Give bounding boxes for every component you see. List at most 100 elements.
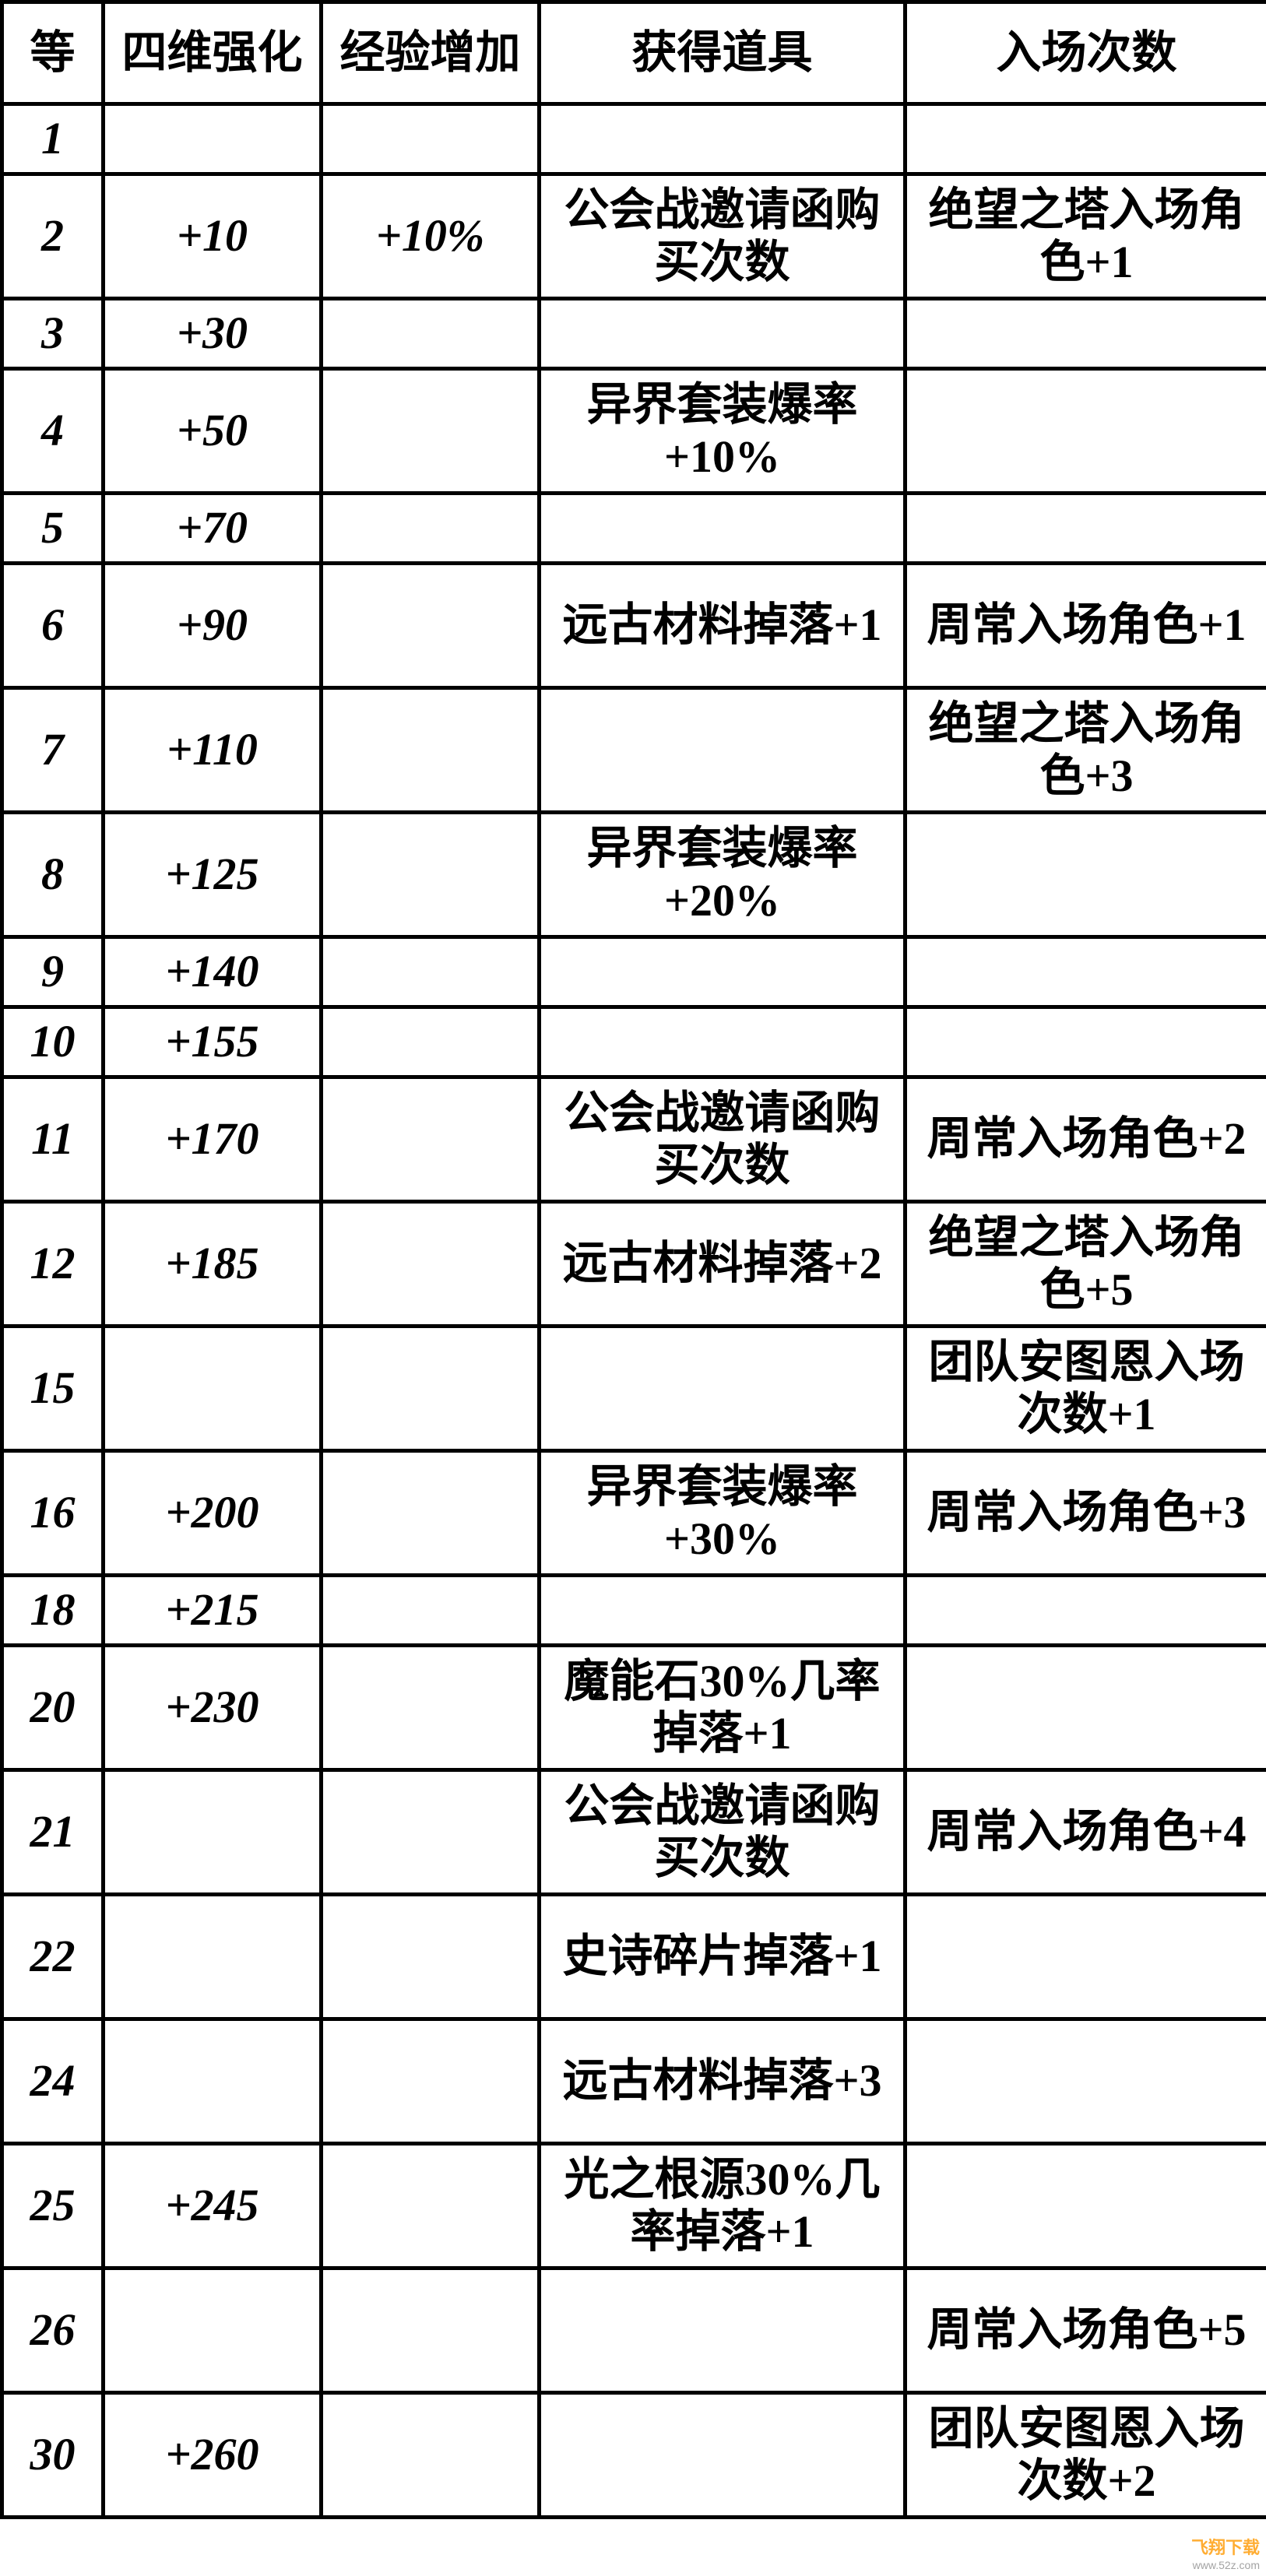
table-row: 22史诗碎片掉落+1 bbox=[2, 1895, 1266, 2019]
cell-exp bbox=[322, 564, 540, 688]
cell-level: 4 bbox=[2, 369, 104, 494]
cell-entry: 周常入场角色+2 bbox=[906, 1077, 1266, 1202]
cell-item bbox=[540, 1007, 906, 1077]
cell-level: 11 bbox=[2, 1077, 104, 1202]
cell-entry: 周常入场角色+1 bbox=[906, 564, 1266, 688]
cell-item: 公会战邀请函购买次数 bbox=[540, 174, 906, 299]
cell-item: 光之根源30%几率掉落+1 bbox=[540, 2144, 906, 2268]
table-body: 12+10+10%公会战邀请函购买次数绝望之塔入场角色+13+304+50异界套… bbox=[2, 104, 1266, 2518]
cell-level: 7 bbox=[2, 688, 104, 813]
cell-item: 异界套装爆率+10% bbox=[540, 369, 906, 494]
cell-item bbox=[540, 2268, 906, 2393]
cell-level: 8 bbox=[2, 813, 104, 937]
cell-item: 异界套装爆率+20% bbox=[540, 813, 906, 937]
cell-exp bbox=[322, 494, 540, 564]
table-row: 26 周常入场角色+5 bbox=[2, 2268, 1266, 2393]
col-header-stat: 四维强化 bbox=[104, 2, 322, 104]
table-row: 24 远古材料掉落+3 bbox=[2, 2019, 1266, 2144]
cell-entry: 周常入场角色+4 bbox=[906, 1770, 1266, 1895]
cell-stat: +215 bbox=[104, 1576, 322, 1646]
cell-level: 30 bbox=[2, 2393, 104, 2518]
table-row: 15团队安图恩入场次数+1 bbox=[2, 1327, 1266, 1451]
cell-item bbox=[540, 104, 906, 174]
cell-exp bbox=[322, 2019, 540, 2144]
cell-level: 10 bbox=[2, 1007, 104, 1077]
cell-stat bbox=[104, 1327, 322, 1451]
cell-exp bbox=[322, 369, 540, 494]
col-header-item: 获得道具 bbox=[540, 2, 906, 104]
cell-item bbox=[540, 1327, 906, 1451]
table-row: 25+245光之根源30%几率掉落+1 bbox=[2, 2144, 1266, 2268]
cell-stat bbox=[104, 2268, 322, 2393]
cell-level: 16 bbox=[2, 1451, 104, 1576]
level-buff-table: 等 四维强化 经验增加 获得道具 入场次数 12+10+10%公会战邀请函购买次… bbox=[0, 0, 1266, 2519]
cell-item: 远古材料掉落+1 bbox=[540, 564, 906, 688]
cell-stat bbox=[104, 1770, 322, 1895]
cell-stat: +245 bbox=[104, 2144, 322, 2268]
cell-entry bbox=[906, 1007, 1266, 1077]
cell-stat: +185 bbox=[104, 1202, 322, 1327]
cell-exp bbox=[322, 1077, 540, 1202]
cell-level: 3 bbox=[2, 299, 104, 369]
table-row: 8+125 异界套装爆率+20% bbox=[2, 813, 1266, 937]
table-row: 18+215 bbox=[2, 1576, 1266, 1646]
cell-entry: 绝望之塔入场角色+3 bbox=[906, 688, 1266, 813]
cell-stat: +50 bbox=[104, 369, 322, 494]
cell-item bbox=[540, 937, 906, 1007]
cell-stat: +260 bbox=[104, 2393, 322, 2518]
cell-entry bbox=[906, 1646, 1266, 1770]
cell-item: 公会战邀请函购买次数 bbox=[540, 1077, 906, 1202]
table-row: 9+140 bbox=[2, 937, 1266, 1007]
table-row: 3+30 bbox=[2, 299, 1266, 369]
page: 等 四维强化 经验增加 获得道具 入场次数 12+10+10%公会战邀请函购买次… bbox=[0, 0, 1266, 2519]
cell-exp bbox=[322, 1202, 540, 1327]
cell-item bbox=[540, 1576, 906, 1646]
cell-exp bbox=[322, 299, 540, 369]
cell-entry bbox=[906, 494, 1266, 564]
cell-level: 5 bbox=[2, 494, 104, 564]
table-row: 11+170公会战邀请函购买次数周常入场角色+2 bbox=[2, 1077, 1266, 1202]
cell-stat: +30 bbox=[104, 299, 322, 369]
cell-exp bbox=[322, 1007, 540, 1077]
cell-item bbox=[540, 299, 906, 369]
table-row: 4+50 异界套装爆率+10% bbox=[2, 369, 1266, 494]
cell-exp bbox=[322, 937, 540, 1007]
cell-level: 26 bbox=[2, 2268, 104, 2393]
cell-item: 公会战邀请函购买次数 bbox=[540, 1770, 906, 1895]
cell-item: 远古材料掉落+3 bbox=[540, 2019, 906, 2144]
cell-level: 21 bbox=[2, 1770, 104, 1895]
cell-stat: +70 bbox=[104, 494, 322, 564]
cell-level: 6 bbox=[2, 564, 104, 688]
cell-entry bbox=[906, 2019, 1266, 2144]
cell-entry: 周常入场角色+5 bbox=[906, 2268, 1266, 2393]
cell-item: 异界套装爆率+30% bbox=[540, 1451, 906, 1576]
cell-entry bbox=[906, 1895, 1266, 2019]
watermark-brand: 飞翔下载 bbox=[1191, 2538, 1260, 2557]
cell-entry bbox=[906, 369, 1266, 494]
table-header-row: 等 四维强化 经验增加 获得道具 入场次数 bbox=[2, 2, 1266, 104]
cell-exp bbox=[322, 1895, 540, 2019]
cell-exp bbox=[322, 1646, 540, 1770]
col-header-exp: 经验增加 bbox=[322, 2, 540, 104]
table-row: 2+10+10%公会战邀请函购买次数绝望之塔入场角色+1 bbox=[2, 174, 1266, 299]
cell-item: 魔能石30%几率掉落+1 bbox=[540, 1646, 906, 1770]
cell-stat: +140 bbox=[104, 937, 322, 1007]
cell-level: 24 bbox=[2, 2019, 104, 2144]
cell-level: 18 bbox=[2, 1576, 104, 1646]
cell-entry: 绝望之塔入场角色+5 bbox=[906, 1202, 1266, 1327]
cell-exp: +10% bbox=[322, 174, 540, 299]
cell-level: 12 bbox=[2, 1202, 104, 1327]
cell-stat: +155 bbox=[104, 1007, 322, 1077]
cell-stat: +230 bbox=[104, 1646, 322, 1770]
cell-entry bbox=[906, 1576, 1266, 1646]
cell-entry bbox=[906, 299, 1266, 369]
table-row: 21 公会战邀请函购买次数周常入场角色+4 bbox=[2, 1770, 1266, 1895]
cell-stat: +10 bbox=[104, 174, 322, 299]
cell-stat bbox=[104, 104, 322, 174]
cell-stat: +125 bbox=[104, 813, 322, 937]
col-header-level: 等 bbox=[2, 2, 104, 104]
cell-stat bbox=[104, 1895, 322, 2019]
cell-exp bbox=[322, 2144, 540, 2268]
cell-item bbox=[540, 494, 906, 564]
cell-level: 22 bbox=[2, 1895, 104, 2019]
